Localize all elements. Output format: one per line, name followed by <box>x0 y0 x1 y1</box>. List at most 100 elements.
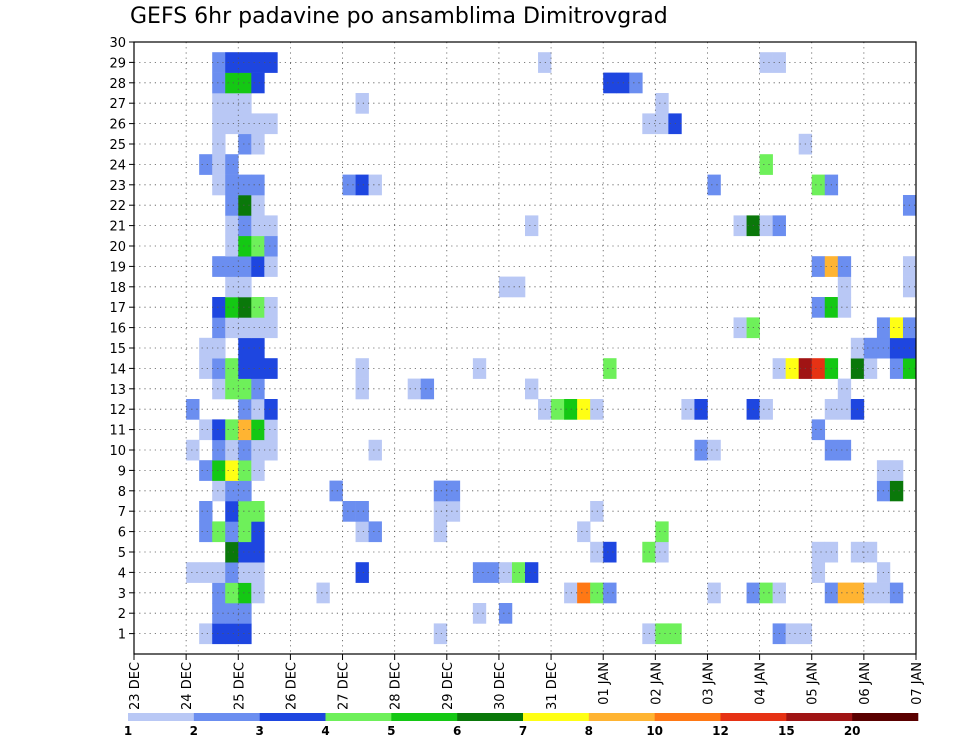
heatmap-cell <box>446 501 461 522</box>
heatmap-cell <box>212 603 226 624</box>
heatmap-cell <box>603 541 617 563</box>
heatmap-cell <box>251 358 265 379</box>
heatmap-cell <box>225 297 239 318</box>
y-tick-label: 7 <box>118 505 126 520</box>
heatmap-cell <box>238 72 252 94</box>
heatmap-cell <box>498 562 513 583</box>
heatmap-cell <box>355 562 369 583</box>
heatmap-cell <box>811 256 826 277</box>
y-tick-label: 2 <box>118 607 126 622</box>
heatmap-cell <box>225 317 239 339</box>
heatmap-cell <box>238 460 252 481</box>
heatmap-cell <box>212 562 226 583</box>
heatmap-cell <box>355 358 369 379</box>
legend-swatch <box>391 713 458 721</box>
heatmap-cell <box>212 174 226 196</box>
heatmap-cell <box>837 256 852 277</box>
heatmap-cell <box>655 541 669 563</box>
legend-swatch <box>128 713 195 721</box>
heatmap-cell <box>433 501 448 522</box>
y-tick-label: 16 <box>109 322 126 337</box>
heatmap-cell <box>603 582 617 604</box>
heatmap-cell <box>251 174 265 196</box>
heatmap-cell <box>342 501 356 522</box>
heatmap-cell <box>264 419 278 441</box>
heatmap-cell <box>238 562 252 583</box>
heatmap-cell <box>212 317 226 339</box>
x-tick-label: 01 JAN <box>597 662 612 705</box>
heatmap-cell <box>251 317 265 339</box>
heatmap-cell <box>577 582 591 604</box>
heatmap-cell <box>811 297 826 318</box>
heatmap-cell <box>251 113 265 135</box>
y-tick-label: 27 <box>109 97 126 112</box>
heatmap-cell <box>759 399 773 420</box>
y-tick-label: 1 <box>118 628 126 643</box>
heatmap-cell <box>199 562 213 583</box>
heatmap-cell <box>225 623 239 645</box>
heatmap-cell <box>199 358 213 379</box>
heatmap-cell <box>186 439 200 461</box>
heatmap-cell <box>837 582 852 604</box>
heatmap-cell <box>251 337 265 359</box>
heatmap-cell <box>238 399 252 420</box>
heatmap-cell <box>225 93 239 114</box>
heatmap-cell <box>212 419 226 441</box>
heatmap-cell <box>199 501 213 522</box>
heatmap-cell <box>186 399 200 420</box>
heatmap-cell <box>238 256 252 277</box>
heatmap-cell <box>355 501 369 522</box>
y-tick-label: 28 <box>109 77 126 92</box>
y-tick-label: 21 <box>109 220 126 235</box>
heatmap-cell <box>498 603 513 624</box>
heatmap-cell <box>264 113 278 135</box>
heatmap-cell <box>525 215 539 237</box>
heatmap-cell <box>251 541 265 563</box>
heatmap-cell <box>733 317 747 339</box>
x-tick-label: 03 JAN <box>701 662 716 705</box>
heatmap-cell <box>225 52 239 73</box>
y-tick-label: 26 <box>109 118 126 133</box>
x-tick-label: 06 JAN <box>858 662 873 705</box>
heatmap-cell <box>225 419 239 441</box>
heatmap-cell <box>538 52 552 73</box>
heatmap-cell <box>225 276 239 298</box>
heatmap-cell <box>199 623 213 645</box>
heatmap-cell <box>863 582 878 604</box>
heatmap-cell <box>564 582 578 604</box>
heatmap-cell <box>225 72 239 94</box>
x-tick-label: 26 DEC <box>284 662 299 710</box>
y-tick-label: 8 <box>118 485 126 500</box>
heatmap-cell <box>251 235 265 257</box>
heatmap-cell <box>264 399 278 420</box>
heatmap-cell <box>238 480 252 502</box>
heatmap-cell <box>212 52 226 73</box>
heatmap-cell <box>707 582 721 604</box>
heatmap-cell <box>446 480 461 502</box>
y-tick-label: 12 <box>109 403 126 418</box>
heatmap-cell <box>707 174 721 196</box>
heatmap-cell <box>433 521 448 543</box>
heatmap-cell <box>251 378 265 400</box>
heatmap-cell <box>498 276 513 298</box>
heatmap-cell <box>355 93 369 114</box>
legend-label: 7 <box>519 724 527 738</box>
heatmap-cell <box>655 521 669 543</box>
heatmap-cell <box>186 562 200 583</box>
y-tick-label: 19 <box>109 260 126 275</box>
heatmap-cell <box>811 358 826 379</box>
legend-label: 6 <box>453 724 461 738</box>
heatmap-cell <box>212 154 226 175</box>
x-tick-label: 28 DEC <box>389 662 404 710</box>
heatmap-cell <box>251 562 265 583</box>
heatmap-cell <box>212 439 226 461</box>
heatmap-cell <box>525 378 539 400</box>
heatmap-cell <box>212 113 226 135</box>
x-tick-label: 24 DEC <box>180 662 195 710</box>
heatmap-cell <box>225 378 239 400</box>
heatmap-cell <box>225 480 239 502</box>
heatmap-cell <box>225 358 239 379</box>
legend-label: 20 <box>844 724 861 738</box>
heatmap-cell <box>577 521 591 543</box>
legend-swatch <box>786 713 853 721</box>
